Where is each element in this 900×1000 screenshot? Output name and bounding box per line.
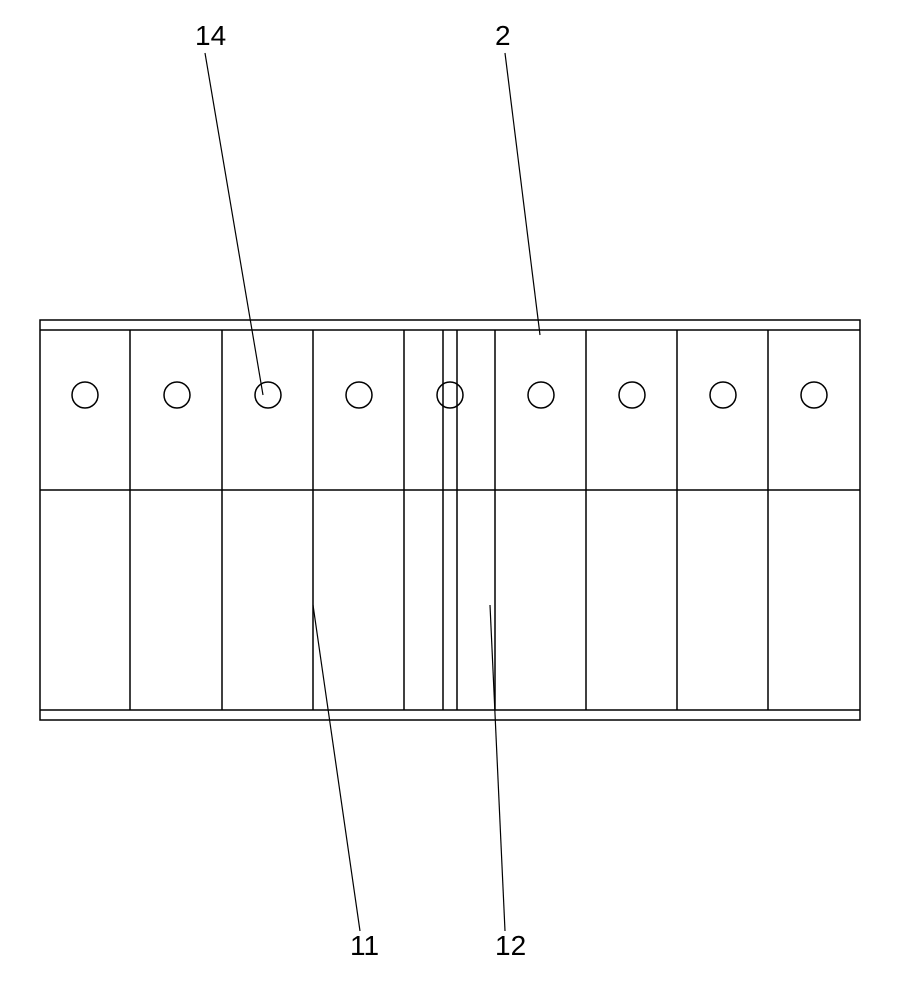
leader-line (313, 605, 360, 931)
callout-label: 2 (495, 20, 511, 51)
hole-circle (710, 382, 736, 408)
hole-circle (346, 382, 372, 408)
callout-label: 14 (195, 20, 226, 51)
hole-circle (72, 382, 98, 408)
outer-frame (40, 320, 860, 720)
callout-label: 12 (495, 930, 526, 961)
callout-label: 11 (350, 930, 379, 961)
leader-line (505, 53, 540, 335)
diagram-svg: 14 2 11 12 (0, 0, 900, 1000)
leader-line (490, 605, 505, 931)
hole-circle (619, 382, 645, 408)
hole-circle (164, 382, 190, 408)
leader-line (205, 53, 263, 395)
hole-circle (528, 382, 554, 408)
hole-circle (801, 382, 827, 408)
hole-circle (255, 382, 281, 408)
hole-circle (437, 382, 463, 408)
